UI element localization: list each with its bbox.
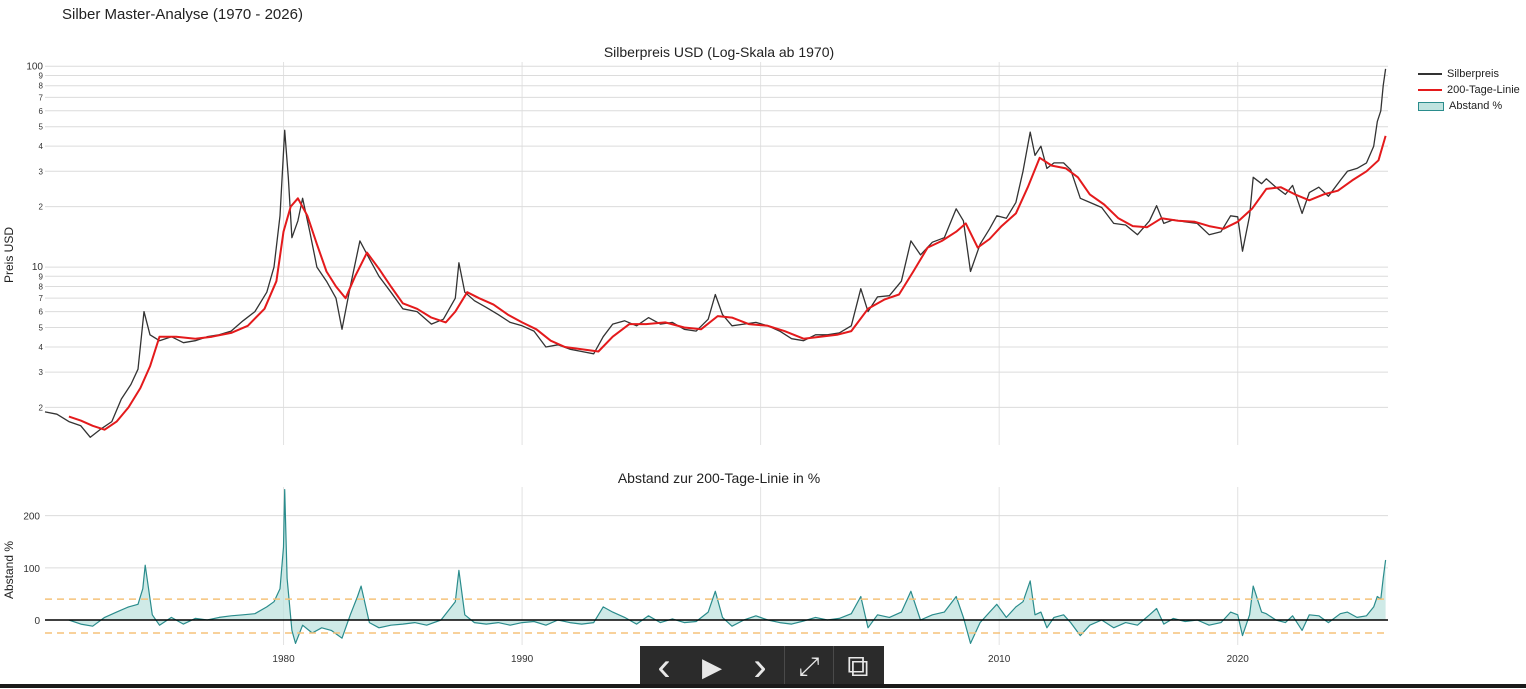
legend-label-200-tage-linie: 200-Tage-Linie — [1447, 84, 1520, 96]
deviation-y-tick-label: 100 — [23, 564, 40, 575]
popout-icon: ⧉ — [847, 650, 869, 683]
price-y-tick-label: 3 — [39, 167, 44, 176]
x-tick-label: 1990 — [511, 654, 534, 665]
price-y-tick-label: 5 — [39, 123, 44, 132]
legend-swatch-200-tage-linie — [1418, 89, 1442, 91]
legend-label-abstand: Abstand % — [1449, 100, 1503, 112]
price-y-tick-label: 100 — [26, 61, 43, 72]
x-tick-label: 2010 — [988, 654, 1011, 665]
toolbar-divider — [784, 646, 785, 688]
play-button[interactable]: ▶ — [688, 646, 736, 688]
series-line-abstand — [68, 489, 1387, 644]
price-y-axis-label: Preis USD — [2, 227, 16, 283]
price-y-tick-label: 2 — [39, 203, 44, 212]
price-y-tick-label: 2 — [39, 403, 44, 412]
toolbar-divider — [833, 646, 834, 688]
deviation-chart-title: Abstand zur 200-Tage-Linie in % — [617, 470, 821, 486]
price-y-tick-label: 6 — [39, 308, 44, 317]
legend-swatch-abstand — [1418, 101, 1444, 111]
fullscreen-icon: ⤢ — [798, 651, 820, 681]
legend-item-200-tage-linie[interactable]: 200-Tage-Linie — [1418, 82, 1520, 98]
price-y-tick-label: 4 — [39, 343, 44, 352]
chevron-left-icon: ‹ — [657, 645, 671, 689]
deviation-series-group — [45, 489, 1388, 644]
chevron-right-icon: › — [753, 645, 767, 689]
legend-label-silberpreis: Silberpreis — [1447, 68, 1499, 80]
price-y-tick-label: 8 — [39, 82, 44, 91]
page-title: Silber Master-Analyse (1970 - 2026) — [62, 6, 303, 23]
deviation-y-tick-label: 0 — [34, 616, 40, 627]
price-series-group — [44, 68, 1387, 438]
price-y-tick-label: 3 — [39, 368, 44, 377]
price-y-tick-label: 7 — [39, 294, 44, 303]
deviation-y-axis-label: Abstand % — [2, 541, 16, 599]
legend-item-silberpreis[interactable]: Silberpreis — [1418, 66, 1520, 82]
legend-swatch-silberpreis — [1418, 73, 1442, 75]
x-tick-label: 1980 — [272, 654, 295, 665]
slideshow-toolbar: ‹ ▶ › ⤢ ⧉ — [640, 646, 884, 688]
legend-item-abstand[interactable]: Abstand % — [1418, 98, 1520, 114]
price-chart-grid — [45, 62, 1388, 445]
price-y-tick-label: 4 — [39, 142, 44, 151]
series-line-200-tage-linie — [68, 135, 1387, 431]
series-line-silberpreis — [44, 68, 1387, 438]
deviation-y-tick-label: 200 — [23, 512, 40, 523]
popout-button[interactable]: ⧉ — [834, 646, 882, 688]
price-y-tick-label: 5 — [39, 324, 44, 333]
previous-button[interactable]: ‹ — [640, 646, 688, 688]
x-tick-label: 2020 — [1227, 654, 1250, 665]
price-y-tick-label: 8 — [39, 283, 44, 292]
play-icon: ▶ — [702, 651, 722, 682]
next-button[interactable]: › — [736, 646, 784, 688]
price-y-tick-label: 9 — [39, 71, 44, 80]
price-y-tick-label: 9 — [39, 272, 44, 281]
fullscreen-button[interactable]: ⤢ — [785, 646, 833, 688]
price-y-tick-label: 7 — [39, 93, 44, 102]
price-chart-title: Silberpreis USD (Log-Skala ab 1970) — [603, 44, 835, 60]
price-y-tick-label: 6 — [39, 107, 44, 116]
price-y-tick-label: 10 — [32, 262, 44, 273]
legend: Silberpreis 200-Tage-Linie Abstand % — [1418, 66, 1520, 114]
bottom-edge-bar — [0, 684, 1526, 688]
deviation-y-ticks: 0 100 200 — [23, 512, 40, 627]
